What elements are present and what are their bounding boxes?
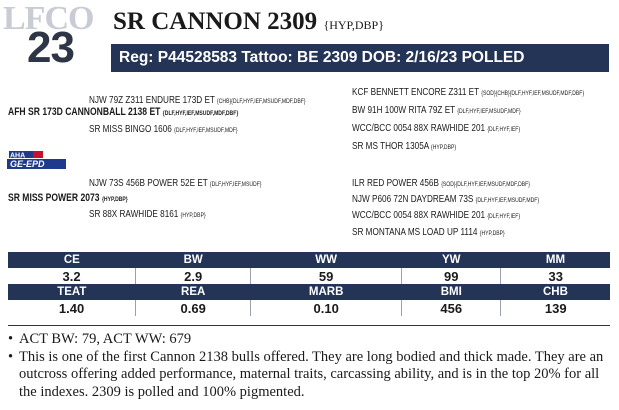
pedigree-name: NJW P606 72N DAYDREAM 73S <box>352 193 474 205</box>
registration-bar: Reg: P44528583 Tattoo: BE 2309 DOB: 2/16… <box>111 44 609 72</box>
badge-line2: GE-EPD <box>10 159 45 169</box>
pedigree-name: ILR RED POWER 456B <box>352 177 439 189</box>
pedigree-name: SR MISS POWER 2073 <box>8 192 100 204</box>
epd-header: YW <box>401 252 501 268</box>
lot-notes: ACT BW: 79, ACT WW: 679 This is one of t… <box>8 331 612 401</box>
pedigree-tags: {DLF,HYF,IEF,MSUDF,MDF} <box>174 127 238 134</box>
aha-ge-epd-badge: AHA GE-EPD <box>7 149 66 169</box>
epd-value: 456 <box>401 300 501 316</box>
epd-value: 139 <box>500 300 610 316</box>
pedigree-tags: {HYP,DBP} <box>180 212 206 219</box>
epd-table-bottom-rule <box>8 325 610 326</box>
badge-line1: AHA <box>10 152 25 159</box>
pedigree-tags: {HYP,DBP} <box>431 144 457 151</box>
epd-header: BW <box>135 252 251 268</box>
pedigree-sire: AFH SR 173D CANNONBALL 2138 ET {DLF,HYF,… <box>8 106 238 120</box>
epd-header: TEAT <box>8 284 136 300</box>
pedigree-name: NJW 79Z Z311 ENDURE 173D ET <box>89 94 215 106</box>
pedigree-dss: ILR RED POWER 456B {SOD}{DLF,HYF,IEF,MSU… <box>352 177 530 191</box>
pedigree-tags: {CHB}{DLF,HYF,IEF,MSUDF,MDF,DBF} <box>217 98 306 105</box>
epd-value-row: 3.2 2.9 59 99 33 <box>8 268 610 284</box>
pedigree-sdd: SR MS THOR 1305A {HYP,DBP} <box>352 140 456 154</box>
sale-logo-watermark: LFCO <box>3 0 94 37</box>
pedigree-name: BW 91H 100W RITA 79Z ET <box>352 104 456 116</box>
epd-header-row: TEAT REA MARB BMI CHB <box>8 284 610 300</box>
epd-value: 59 <box>250 268 402 284</box>
pedigree-tags: {HYP,DBP} <box>101 196 128 203</box>
badge-flag-icon <box>9 151 33 158</box>
animal-name: SR CANNON 2309 <box>113 8 318 35</box>
epd-header: BMI <box>401 284 501 300</box>
epd-header-row: CE BW WW YW MM <box>8 252 610 268</box>
pedigree-sire-sire: NJW 79Z Z311 ENDURE 173D ET {CHB}{DLF,HY… <box>89 94 306 108</box>
pedigree-tags: {SOD}{DLF,HYF,IEF,MSUDF,MDF,DBF} <box>441 181 530 188</box>
pedigree-sire-dam: SR MISS BINGO 1606 {DLF,HYF,IEF,MSUDF,MD… <box>89 123 238 137</box>
pedigree-name: SR MISS BINGO 1606 <box>89 123 172 135</box>
pedigree-ddd: SR MONTANA MS LOAD UP 1114 {HYP,DBP} <box>352 226 505 240</box>
pedigree-name: SR MS THOR 1305A <box>352 140 429 152</box>
pedigree-name: WCC/BCC 0054 88X RAWHIDE 201 <box>352 209 486 221</box>
epd-table-top-rule <box>8 252 610 253</box>
epd-value: 33 <box>500 268 610 284</box>
pedigree-dam-sire: NJW 73S 456B POWER 52E ET {DLF,HYF,IEF,M… <box>89 177 262 191</box>
animal-tags: {HYP,DBP} <box>323 18 384 32</box>
epd-value: 0.69 <box>135 300 251 316</box>
pedigree-dam: SR MISS POWER 2073 {HYP,DBP} <box>8 192 128 206</box>
pedigree-name: SR MONTANA MS LOAD UP 1114 <box>352 226 478 238</box>
epd-header: MM <box>500 252 610 268</box>
pedigree-tags: {DLF,HYF,IEF} <box>487 126 521 133</box>
pedigree-ssd: BW 91H 100W RITA 79Z ET {DLF,HYF,IEF,MSU… <box>352 104 521 118</box>
epd-header: REA <box>135 284 251 300</box>
epd-value: 1.40 <box>58 300 85 316</box>
pedigree-dds: WCC/BCC 0054 88X RAWHIDE 201 {DLF,HYF,IE… <box>352 209 520 223</box>
epd-value: 99 <box>401 268 501 284</box>
epd-header: WW <box>250 252 402 268</box>
pedigree-tags: {DLF,HYF,IEF,MSUDF} <box>209 181 262 188</box>
pedigree-name: NJW 73S 456B POWER 52E ET <box>89 177 208 189</box>
pedigree-name: SR 88X RAWHIDE 8161 <box>89 208 179 220</box>
lot-number: 23 <box>27 23 75 72</box>
epd-table: CE BW WW YW MM 3.2 2.9 59 99 33 TEAT REA… <box>8 252 610 316</box>
pedigree-dam-dam: SR 88X RAWHIDE 8161 {HYP,DBP} <box>89 208 206 222</box>
epd-value: 3.2 <box>62 268 81 284</box>
pedigree-tags: {DLF,HYF,IEF,MSUDF,MDF,DBF} <box>162 110 239 117</box>
pedigree-sds: WCC/BCC 0054 88X RAWHIDE 201 {DLF,HYF,IE… <box>352 122 520 136</box>
pedigree-name: KCF BENNETT ENCORE Z311 ET <box>352 86 479 98</box>
epd-header: MARB <box>250 284 402 300</box>
note-item: This is one of the first Cannon 2138 bul… <box>8 349 612 402</box>
note-item: ACT BW: 79, ACT WW: 679 <box>8 331 612 349</box>
pedigree-name: WCC/BCC 0054 88X RAWHIDE 201 <box>352 122 486 134</box>
epd-header: CE <box>8 252 136 268</box>
pedigree-tags: {HYP,DBP} <box>479 230 505 237</box>
epd-value-row: 1.40 0.69 0.10 456 139 <box>8 300 610 316</box>
pedigree-dsd: NJW P606 72N DAYDREAM 73S {DLF,HYF,IEF,M… <box>352 193 539 207</box>
pedigree-sss: KCF BENNETT ENCORE Z311 ET {SOD}{CHB}{DL… <box>352 86 584 100</box>
pedigree-name: AFH SR 173D CANNONBALL 2138 ET <box>8 106 161 118</box>
pedigree-tags: {DLF,HYF,IEF,MSUDF,MDF} <box>475 197 540 204</box>
pedigree-tags: {DLF,HYF,IEF,MSUDF,MDF} <box>457 108 521 115</box>
animal-name-heading: SR CANNON 2309 {HYP,DBP} <box>113 8 384 36</box>
epd-value: 0.10 <box>250 300 402 316</box>
epd-header: CHB <box>500 284 610 300</box>
pedigree-tags: {DLF,HYF,IEF} <box>487 213 521 220</box>
epd-value: 2.9 <box>135 268 251 284</box>
pedigree-tags: {SOD}{CHB}{DLF,HYF,IEF,MSUDF,MDF,DBF} <box>481 90 585 97</box>
